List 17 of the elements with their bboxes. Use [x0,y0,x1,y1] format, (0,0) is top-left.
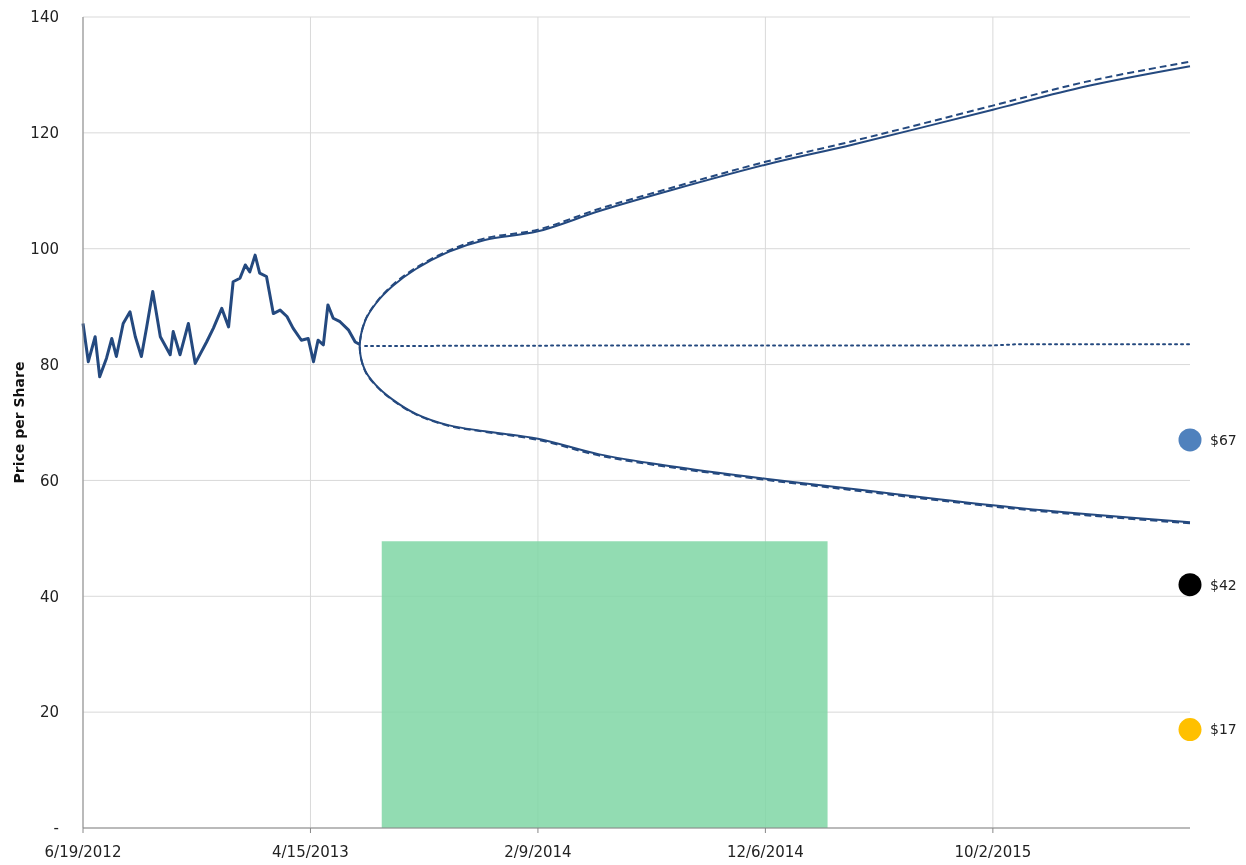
y-tick-label: 80 [39,355,59,374]
y-tick-label: 40 [39,587,59,606]
data-label: $42 [1210,576,1237,593]
x-tick-label: 12/6/2014 [726,843,804,861]
data-label: $67 [1210,431,1237,448]
data-label: $17 [1210,721,1237,738]
x-tick-label: 6/19/2012 [44,843,122,861]
y-tick-label: 120 [30,124,59,143]
y-tick-label: 20 [39,703,59,722]
y-tick-label: - [53,819,59,838]
x-tick-label: 2/9/2014 [504,843,572,861]
x-tick-label: 4/15/2013 [272,843,349,861]
y-tick-label: 140 [30,8,59,27]
y-axis-title: Price per Share [11,361,27,484]
y-tick-label: 60 [39,471,59,490]
y-tick-label: 100 [30,239,59,258]
x-tick-label: 10/2/2015 [954,843,1032,861]
